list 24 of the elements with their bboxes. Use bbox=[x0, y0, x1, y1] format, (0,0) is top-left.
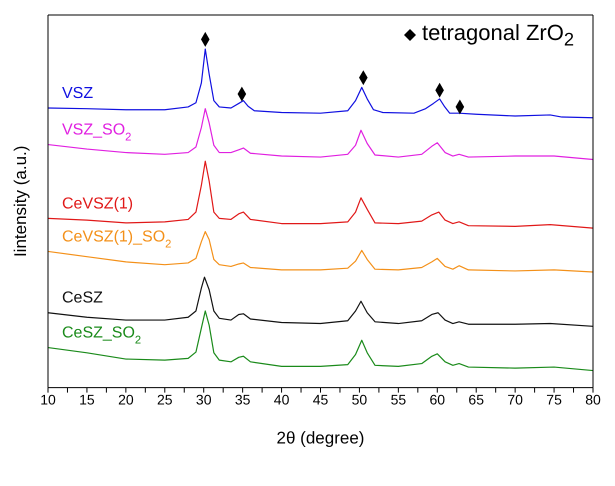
x-tick-label: 35 bbox=[234, 392, 251, 408]
x-tick-label: 10 bbox=[40, 392, 56, 408]
x-tick-label: 75 bbox=[546, 392, 562, 408]
x-tick-label: 60 bbox=[429, 392, 446, 408]
y-axis-title: Iintensity (a.u.) bbox=[11, 146, 30, 258]
x-axis-title: 2θ (degree) bbox=[276, 428, 364, 448]
x-tick-label: 65 bbox=[468, 392, 484, 408]
x-tick-label: 20 bbox=[118, 392, 134, 408]
series-label: CeVSZ(1) bbox=[62, 195, 134, 212]
series-label: CeVSZ(1)_SO$_{2}$ bbox=[62, 228, 172, 250]
x-tick-label: 70 bbox=[507, 392, 524, 408]
series-label: CeSZ bbox=[62, 290, 104, 307]
x-tick-label: 40 bbox=[274, 392, 290, 408]
series-label: CeSZ_SO$_{2}$ bbox=[62, 324, 142, 347]
x-tick-label: 55 bbox=[390, 392, 406, 408]
x-tick-label: 50 bbox=[352, 392, 368, 408]
x-tick-label: 45 bbox=[312, 392, 328, 408]
x-tick-label: 15 bbox=[79, 392, 95, 408]
series-label: VSZ_SO$_{2}$ bbox=[62, 122, 132, 144]
x-tick-label: 25 bbox=[156, 392, 173, 408]
legend-label: tetragonal ZrO$_{2}$ bbox=[422, 20, 574, 50]
x-tick-label: 80 bbox=[585, 392, 601, 408]
x-tick-label: 30 bbox=[196, 392, 212, 408]
series-label: VSZ bbox=[62, 84, 94, 102]
